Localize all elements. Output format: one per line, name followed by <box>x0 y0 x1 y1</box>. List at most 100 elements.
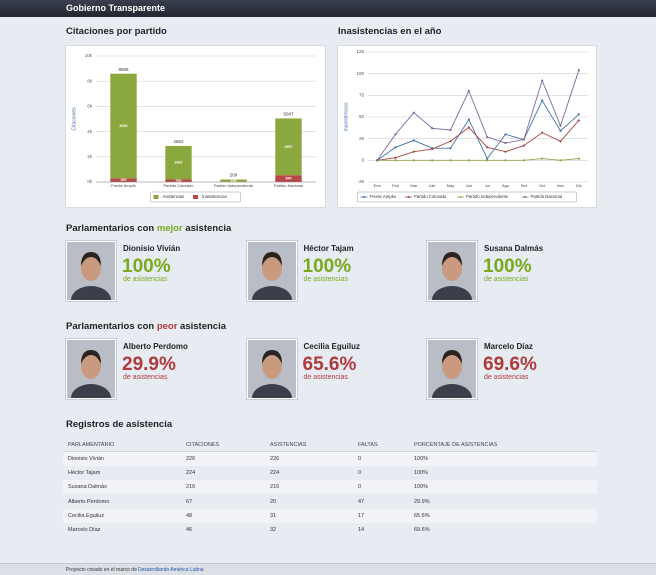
cell: 29.9% <box>414 499 430 505</box>
point <box>413 159 415 161</box>
cell: Cecilia Eguiluz <box>68 513 104 519</box>
point <box>504 159 506 161</box>
caption: de asistencias <box>123 276 167 283</box>
point <box>468 159 470 161</box>
person-name: Dionisio Vivián <box>123 244 180 253</box>
point <box>449 129 451 131</box>
person-name: Marcelo Díaz <box>484 342 533 351</box>
cell: 14 <box>358 527 364 533</box>
photo-frame <box>65 338 117 400</box>
x-tick-label: Ene <box>374 183 382 188</box>
point <box>559 125 561 127</box>
percentage: 65.6% <box>303 354 357 376</box>
point <box>468 90 470 92</box>
cell: CITACIONES <box>186 442 219 448</box>
cell: 46 <box>186 527 192 533</box>
cell: PARLAMENTARIO <box>68 442 114 448</box>
point <box>523 159 525 161</box>
x-tick-label: Jul <box>485 183 490 188</box>
legend-label: Asistencias <box>163 194 185 199</box>
section-title: Inasistencias en el año <box>338 26 442 37</box>
photo <box>67 340 115 398</box>
caption: de asistencias <box>304 374 348 381</box>
point <box>523 138 525 140</box>
x-tick-label: May <box>447 183 455 188</box>
cell: Héctor Tajam <box>68 470 100 476</box>
point <box>449 147 451 149</box>
cell: 224 <box>186 470 195 476</box>
caption: de asistencias <box>304 276 348 283</box>
x-tick-label: Jun <box>466 183 472 188</box>
y-tick-label: 25 <box>359 136 365 141</box>
cell: 65.6% <box>414 513 430 519</box>
x-tick-label: Nov <box>557 183 564 188</box>
bar-total-label: 200 <box>230 173 238 178</box>
bar-chart: 0k2k4k6k8k10kCitaciones30082968596Frente… <box>65 45 326 208</box>
percentage: 100% <box>303 256 352 278</box>
cell: 31 <box>270 513 276 519</box>
point <box>431 159 433 161</box>
photo-frame <box>246 240 298 302</box>
legend-label: Partido Nacional <box>531 194 563 199</box>
cell: 17 <box>358 513 364 519</box>
person-name: Susana Dalmás <box>484 244 543 253</box>
cell: Alberto Perdomo <box>68 499 109 505</box>
percentage: 100% <box>122 256 171 278</box>
cell: 100% <box>414 484 428 490</box>
caption: de asistencias <box>123 374 167 381</box>
point <box>504 133 506 135</box>
x-tick-label: Partido Independiente <box>214 183 254 188</box>
highlight: peor <box>157 321 178 332</box>
point <box>504 151 506 153</box>
point <box>413 112 415 114</box>
point <box>541 99 543 101</box>
point <box>486 146 488 148</box>
photo <box>428 340 476 398</box>
y-tick-label: 75 <box>359 93 365 98</box>
series-line <box>377 120 579 160</box>
title-part: asistencia <box>183 223 232 234</box>
y-axis-label: Citaciones <box>71 107 77 131</box>
y-tick-label: 50 <box>359 114 365 119</box>
point <box>578 69 580 71</box>
cell: ASISTENCIAS <box>270 442 306 448</box>
x-tick-label: Set <box>521 183 528 188</box>
cell: 0 <box>358 470 361 476</box>
cell: PORCENTAJE DE ASISTENCIAS <box>414 442 497 448</box>
y-tick-label: 6k <box>87 104 93 109</box>
point <box>394 133 396 135</box>
cell: Marcelo Díaz <box>68 527 100 533</box>
cell: 224 <box>270 470 279 476</box>
point <box>541 158 543 160</box>
cell: 0 <box>358 484 361 490</box>
point <box>468 119 470 121</box>
site-title: Gobierno Transparente <box>66 3 165 13</box>
bar-value-label: 8296 <box>120 124 128 128</box>
cell: 32 <box>270 527 276 533</box>
legend-label: Frente Amplio <box>370 194 397 199</box>
point <box>559 159 561 161</box>
footer-link[interactable]: Desarrollando América Latina <box>138 567 204 573</box>
percentage: 29.9% <box>122 354 176 376</box>
legend-dot <box>460 196 462 198</box>
photo-frame <box>246 338 298 400</box>
x-tick-label: Frente Amplio <box>111 183 136 188</box>
y-tick-label: 0k <box>87 179 93 184</box>
point <box>486 159 488 161</box>
bar-total-label: 2862 <box>173 139 184 144</box>
y-axis-label: Inasistencias <box>343 102 349 131</box>
y-tick-label: 125 <box>356 49 364 54</box>
section-title: Parlamentarios con peor asistencia <box>66 321 226 332</box>
bar-total-label: 8596 <box>118 67 129 72</box>
x-tick-label: Feb <box>392 183 400 188</box>
point <box>523 145 525 147</box>
bar-value-label: 2662 <box>175 161 183 165</box>
cell: 216 <box>270 484 279 490</box>
legend-dot <box>408 196 410 198</box>
point <box>394 157 396 159</box>
